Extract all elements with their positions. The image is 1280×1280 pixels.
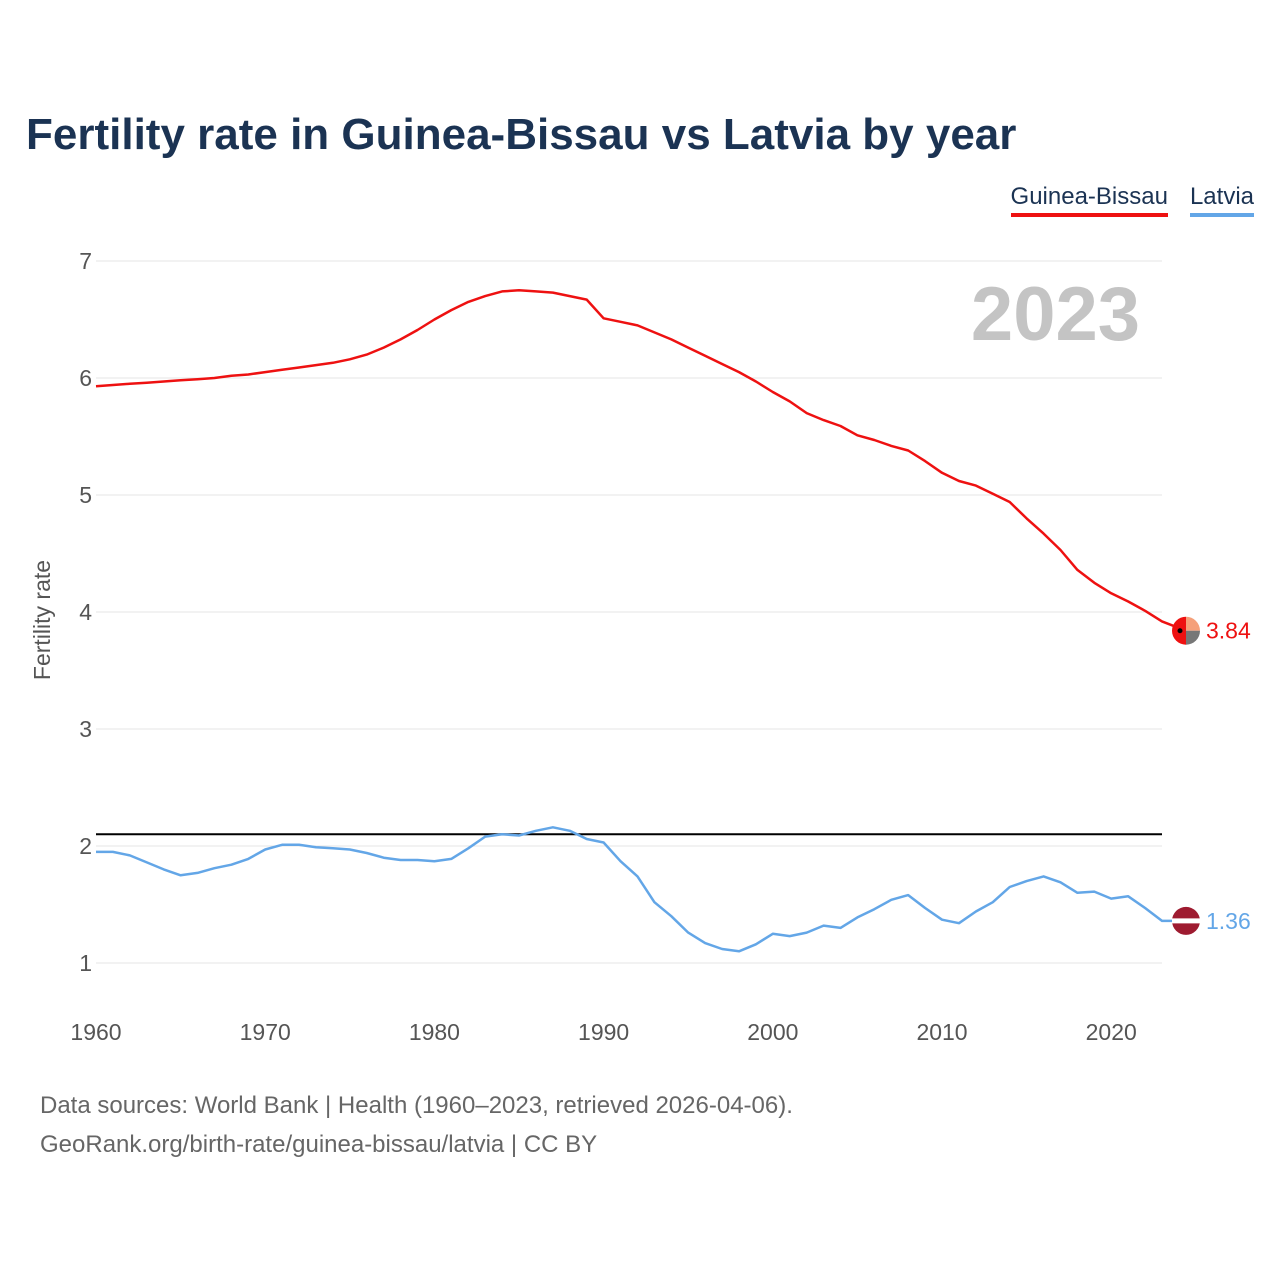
y-tick-label-6: 6 [79,365,92,391]
legend-item-guinea-bissau[interactable]: Guinea-Bissau [1010,183,1168,217]
x-tick-label-1970: 1970 [240,1019,291,1045]
x-tick-label-2010: 2010 [916,1019,967,1045]
x-tick-label-1960: 1960 [70,1019,121,1045]
legend: Guinea-Bissau Latvia [1010,183,1254,217]
y-axis-ticks: 1 2 3 4 5 6 7 [79,248,92,976]
flag-stripe [1172,918,1200,924]
source-line-2[interactable]: GeoRank.org/birth-rate/guinea-bissau/lat… [40,1131,598,1158]
x-axis-ticks: 1960 1970 1980 1990 2000 2010 2020 [70,1019,1136,1045]
x-tick-label-2000: 2000 [747,1019,798,1045]
y-tick-label-5: 5 [79,482,92,508]
y-tick-label-7: 7 [79,248,92,274]
gridlines [96,260,1162,964]
y-tick-label-1: 1 [79,950,92,976]
y-tick-label-2: 2 [79,833,92,859]
flag-marker-guinea-bissau [1172,616,1200,645]
flag-part [1186,616,1200,631]
legend-item-latvia[interactable]: Latvia [1189,183,1254,217]
series-lines [95,289,1187,953]
chart-title: Fertility rate in Guinea-Bissau vs Latvi… [26,110,1017,159]
y-axis-label: Fertility rate [29,560,55,680]
series-line-guinea-bissau [95,289,1187,632]
year-label: 2023 [971,272,1140,357]
x-tick-label-1980: 1980 [409,1019,460,1045]
end-value-label-guinea-bissau: 3.84 [1206,618,1251,644]
y-tick-label-4: 4 [79,599,92,625]
flag-marker-latvia [1172,906,1200,935]
end-value-label-latvia: 1.36 [1206,908,1251,934]
end-markers: 3.84 1.36 [1172,616,1251,935]
series-line-latvia [96,826,1186,953]
line-chart: 1 2 3 4 5 6 7 1960 1970 1980 1990 2000 2010 2020 202… [29,248,1251,1045]
flag-star [1177,628,1183,634]
x-tick-label-2020: 2020 [1086,1019,1137,1045]
data-source: Data sources: World Bank | Health (1960–… [40,1086,793,1164]
x-tick-label-1990: 1990 [578,1019,629,1045]
flag-part [1186,630,1200,645]
y-tick-label-3: 3 [79,716,92,742]
source-line-1: Data sources: World Bank | Health (1960–… [40,1092,793,1119]
